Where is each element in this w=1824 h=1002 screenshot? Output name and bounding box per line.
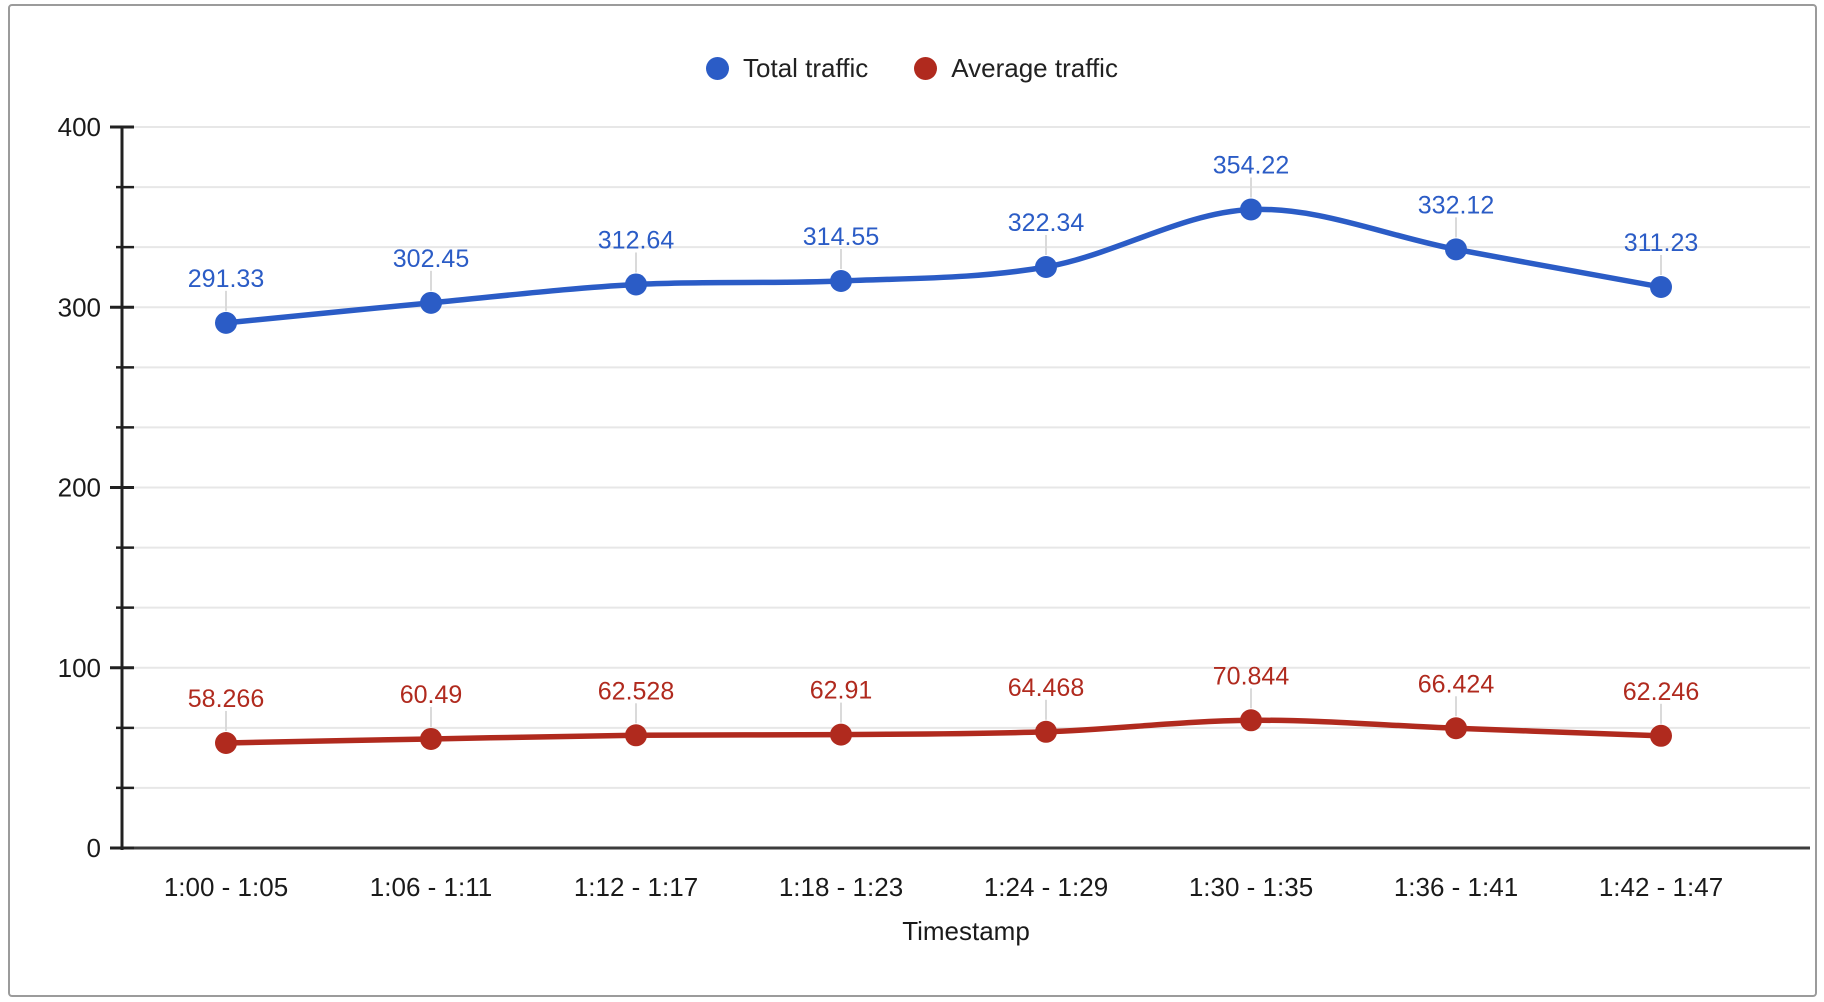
y-axis-tick-label: 300	[58, 292, 101, 322]
data-point-label-total-traffic-1: 302.45	[393, 245, 469, 273]
legend-item-total-traffic[interactable]: Total traffic	[706, 55, 868, 81]
total-traffic-series-dot-icon	[706, 56, 730, 80]
data-point-label-average-traffic-3: 62.91	[810, 677, 873, 705]
data-point-total-traffic-3[interactable]	[830, 270, 852, 293]
x-axis-tick-label: 1:12 - 1:17	[574, 872, 698, 902]
x-axis-tick-label: 1:30 - 1:35	[1189, 872, 1313, 902]
data-point-average-traffic-1[interactable]	[420, 727, 442, 750]
legend-label-average-traffic: Average traffic	[951, 53, 1118, 83]
data-point-total-traffic-4[interactable]	[1035, 255, 1057, 278]
data-point-label-average-traffic-1: 60.49	[400, 681, 463, 709]
average-traffic-series-dot-icon	[914, 56, 938, 80]
data-point-label-average-traffic-0: 58.266	[188, 685, 264, 713]
x-axis-tick-label: 1:06 - 1:11	[370, 872, 492, 902]
series-average-traffic: 58.266 60.49 62.528 62.91 64.468 70.844 66.424…	[188, 662, 1699, 754]
data-point-average-traffic-5[interactable]	[1240, 709, 1262, 732]
x-axis-labels: 1:00 - 1:05 1:06 - 1:11 1:12 - 1:17 1:18 - …	[164, 872, 1723, 902]
data-point-total-traffic-1[interactable]	[420, 291, 442, 314]
series-total-traffic: 291.33 302.45 312.64 314.55 322.34 354.22 332.…	[188, 152, 1699, 334]
x-axis-tick-label: 1:36 - 1:41	[1394, 872, 1518, 902]
x-axis-tick-label: 1:42 - 1:47	[1599, 872, 1723, 902]
y-axis-tick-label: 200	[58, 473, 101, 503]
data-point-label-total-traffic-3: 314.55	[803, 223, 879, 251]
data-point-average-traffic-3[interactable]	[830, 723, 852, 746]
series-line-average-traffic	[223, 717, 1664, 746]
series-line-total-traffic	[223, 206, 1664, 326]
data-point-label-total-traffic-0: 291.33	[188, 265, 264, 293]
y-axis-tick-label: 100	[58, 653, 101, 683]
gridlines	[124, 126, 1810, 789]
data-point-label-average-traffic-4: 64.468	[1008, 674, 1084, 702]
data-point-label-total-traffic-2: 312.64	[598, 226, 675, 254]
data-point-label-average-traffic-5: 70.844	[1213, 662, 1290, 690]
y-axis: 0 100 200 300 400	[58, 112, 134, 863]
data-point-total-traffic-7[interactable]	[1650, 276, 1672, 299]
x-axis-tick-label: 1:24 - 1:29	[984, 872, 1108, 902]
data-point-label-total-traffic-5: 354.22	[1213, 152, 1289, 180]
y-axis-tick-label: 400	[58, 112, 101, 142]
data-point-average-traffic-2[interactable]	[625, 724, 647, 747]
legend-item-average-traffic[interactable]: Average traffic	[914, 55, 1118, 81]
x-axis-tick-label: 1:18 - 1:23	[779, 872, 903, 902]
x-axis-title: Timestamp	[902, 916, 1030, 946]
data-point-average-traffic-7[interactable]	[1650, 724, 1672, 747]
chart-legend: Total traffic Average traffic	[0, 51, 1824, 85]
y-axis-tick-label: 0	[87, 833, 101, 863]
data-point-total-traffic-0[interactable]	[215, 311, 237, 334]
data-point-label-average-traffic-2: 62.528	[598, 677, 674, 705]
data-point-label-average-traffic-6: 66.424	[1418, 670, 1495, 698]
data-point-average-traffic-6[interactable]	[1445, 717, 1467, 740]
data-point-label-average-traffic-7: 62.246	[1623, 678, 1699, 706]
data-point-label-total-traffic-4: 322.34	[1008, 209, 1085, 237]
x-axis-tick-label: 1:00 - 1:05	[164, 872, 288, 902]
data-point-label-total-traffic-7: 311.23	[1624, 229, 1699, 257]
legend-label-total-traffic: Total traffic	[743, 53, 869, 83]
data-point-total-traffic-6[interactable]	[1445, 238, 1467, 261]
data-point-total-traffic-2[interactable]	[625, 273, 647, 296]
data-point-average-traffic-0[interactable]	[215, 731, 237, 754]
data-point-average-traffic-4[interactable]	[1035, 720, 1057, 743]
data-point-total-traffic-5[interactable]	[1240, 198, 1262, 221]
data-point-label-total-traffic-6: 332.12	[1418, 191, 1494, 219]
